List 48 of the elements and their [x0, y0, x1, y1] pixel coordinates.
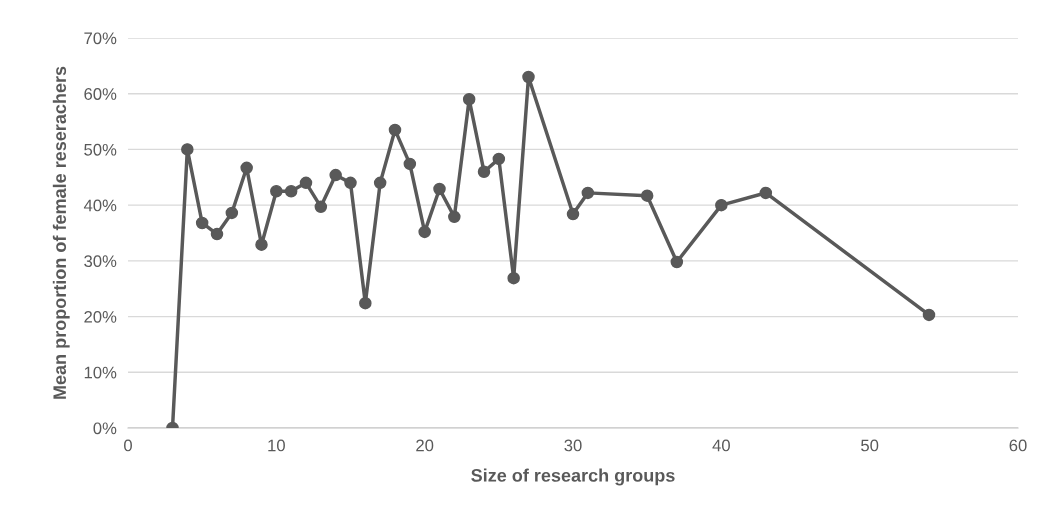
x-tick-label: 20 — [416, 439, 434, 452]
point — [566, 207, 580, 221]
point — [507, 271, 520, 285]
point — [359, 296, 372, 310]
y-tick-label: 10% — [84, 366, 117, 379]
point — [462, 93, 476, 106]
y-tick-label: 0% — [93, 422, 117, 435]
point — [314, 200, 328, 214]
y-tick-label: 30% — [84, 255, 117, 268]
point — [181, 143, 194, 156]
point — [270, 184, 283, 198]
point — [640, 189, 654, 202]
point — [225, 206, 239, 220]
point — [403, 157, 417, 171]
x-tick-label: 0 — [124, 439, 132, 452]
point — [418, 225, 431, 239]
point — [759, 186, 773, 200]
point — [522, 70, 535, 84]
x-tick-label: 60 — [1009, 439, 1027, 452]
point — [299, 176, 313, 190]
x-tick-label: 50 — [861, 439, 879, 452]
point — [581, 186, 595, 200]
y-tick-label: 50% — [84, 143, 117, 156]
y-tick-label: 60% — [84, 88, 117, 100]
y-tick-label: 20% — [84, 310, 117, 323]
point — [922, 308, 936, 322]
point — [492, 152, 506, 166]
x-tick-label: 10 — [268, 439, 285, 452]
y-axis-title: Mean proportion of female reserachers — [52, 66, 70, 399]
x-axis-title: Size of research groups — [471, 468, 675, 486]
point — [329, 168, 342, 182]
y-tick-label: 70% — [84, 32, 117, 45]
point — [448, 210, 461, 224]
point — [344, 176, 357, 190]
point — [373, 176, 387, 190]
point — [255, 238, 268, 251]
point — [195, 216, 209, 230]
y-tick-label: 40% — [83, 199, 117, 212]
point — [388, 123, 402, 137]
point — [240, 161, 253, 175]
point — [715, 198, 728, 212]
x-tick-label: 40 — [712, 439, 730, 452]
point — [284, 184, 298, 198]
point — [670, 255, 684, 269]
point — [433, 182, 446, 196]
point — [477, 165, 491, 178]
point — [210, 227, 224, 241]
x-tick-label: 30 — [564, 439, 582, 452]
